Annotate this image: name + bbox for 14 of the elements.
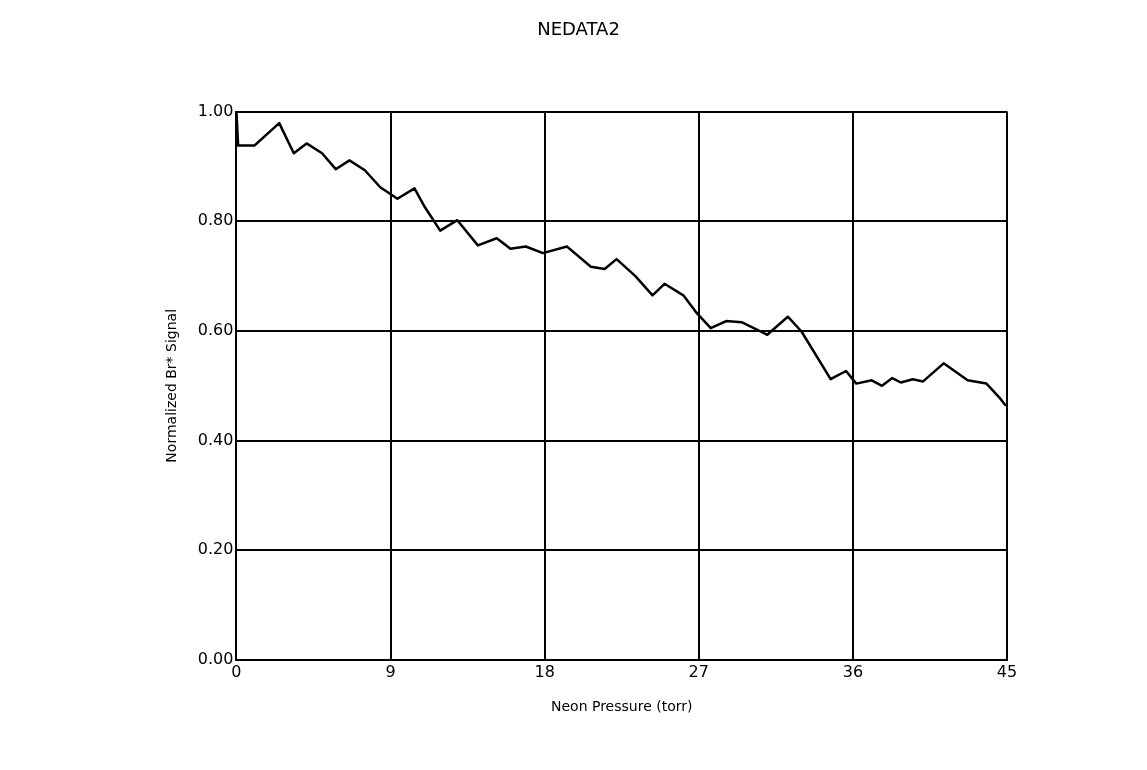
y-tick-label: 1.00 [197,100,234,120]
y-tick-label: 0.60 [197,320,234,340]
y-tick-label: 0.20 [197,539,234,559]
y-tick-label: 0.80 [197,210,234,230]
x-axis-title: Neon Pressure (torr) [550,698,693,715]
x-tick-label: 0 [231,661,242,681]
x-tick-label: 27 [688,661,709,681]
x-tick-label: 45 [996,661,1018,681]
y-axis-title: Normalized Br* Signal [163,308,180,463]
x-tick-label: 18 [534,661,555,681]
chart-title: NEDATA2 [537,18,620,40]
y-tick-label: 0.40 [197,429,234,449]
x-tick-label: 36 [842,661,864,681]
x-tick-label: 9 [385,661,396,681]
